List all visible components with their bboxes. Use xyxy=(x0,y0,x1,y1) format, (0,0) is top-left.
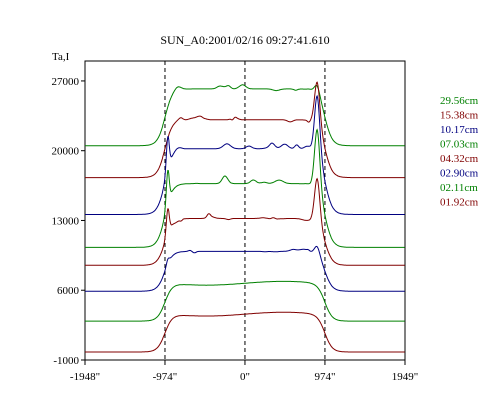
y-ticks: -1000 6000 13000 20000 27000 xyxy=(52,76,85,367)
series-line xyxy=(85,311,405,353)
series-line xyxy=(85,128,405,248)
y-tick-label: -1000 xyxy=(53,355,79,367)
legend-entry: 10.17cm xyxy=(440,124,479,136)
y-axis-label: Ta,I xyxy=(52,51,70,63)
chart-title: SUN_A0:2001/02/16 09:27:41.610 xyxy=(160,33,329,47)
series-line xyxy=(85,81,405,179)
series-line xyxy=(85,245,405,292)
y-tick-label: 6000 xyxy=(57,285,80,297)
x-tick-label: -1948" xyxy=(70,371,100,383)
legend-entry: 02.90cm xyxy=(440,168,479,180)
legend-entry: 02.11cm xyxy=(440,182,478,194)
x-ticks: -1948" -974" 0" 974" 1949" xyxy=(70,360,418,383)
legend-entry: 15.38cm xyxy=(440,110,479,122)
legend-entry: 01.92cm xyxy=(440,197,479,209)
x-tick-label: 0" xyxy=(240,371,250,383)
series-line xyxy=(85,177,405,266)
y-tick-label: 13000 xyxy=(52,215,80,227)
reference-lines xyxy=(164,61,326,360)
y-tick-label: 27000 xyxy=(52,76,80,88)
legend-entry: 29.56cm xyxy=(440,95,479,107)
legend-entry: 07.03cm xyxy=(440,139,479,151)
series-line xyxy=(85,280,405,322)
legend-entry: 04.32cm xyxy=(440,153,479,165)
series-line xyxy=(85,94,405,215)
x-tick-label: -974" xyxy=(153,371,178,383)
x-tick-label: 1949" xyxy=(392,371,419,383)
legend: 29.56cm 15.38cm 10.17cm 07.03cm 04.32cm 02.90… xyxy=(440,95,479,209)
x-tick-label: 974" xyxy=(314,371,335,383)
series-line xyxy=(85,84,405,147)
y-tick-label: 20000 xyxy=(52,146,80,158)
series-group xyxy=(85,81,405,353)
